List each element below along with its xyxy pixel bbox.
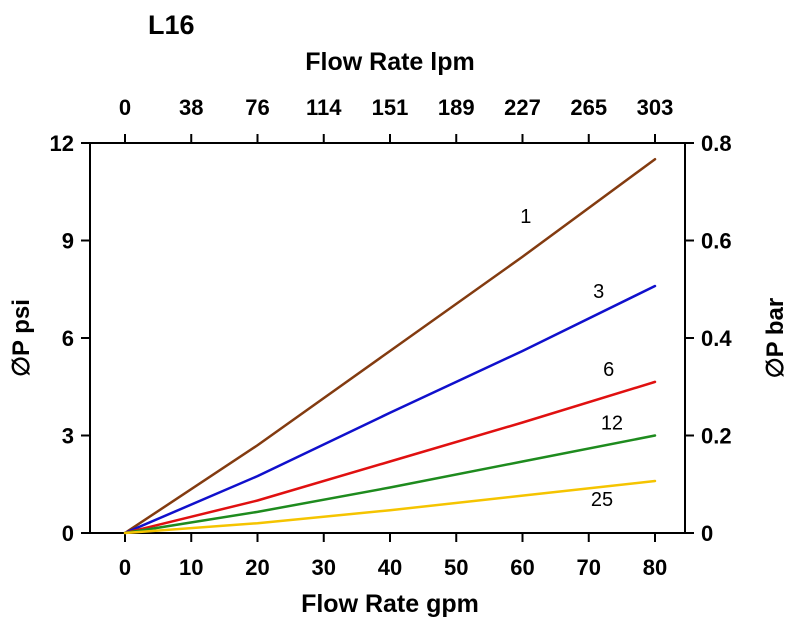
y-left-tick-label: 3	[62, 424, 74, 449]
x-bottom-tick-label: 40	[378, 555, 402, 580]
y-right-tick-label: 0.8	[701, 131, 732, 156]
x-bottom-tick-label: 70	[577, 555, 601, 580]
y-left-tick-label: 0	[62, 521, 74, 546]
y-right-tick-label: 0.4	[701, 326, 732, 351]
y-right-tick-label: 0.6	[701, 229, 732, 254]
y-left-tick-label: 6	[62, 326, 74, 351]
x-top-tick-label: 189	[438, 95, 475, 120]
x-top-tick-label: 114	[306, 95, 342, 120]
series-line-12	[123, 434, 657, 535]
x-bottom-tick-label: 20	[245, 555, 269, 580]
x-top-tick-label: 38	[179, 95, 203, 120]
y-right-tick-label: 0	[701, 521, 713, 546]
chart-title: L16	[148, 10, 195, 40]
x-top-tick-label: 76	[245, 95, 269, 120]
x-bottom-tick-label: 80	[643, 555, 667, 580]
series-label-6: 6	[603, 359, 614, 381]
series-label-1: 1	[520, 206, 531, 228]
x-top-tick-label: 227	[504, 95, 541, 120]
y-left-tick-label: 12	[50, 131, 74, 156]
y-right-tick-label: 0.2	[701, 424, 732, 449]
y-left-tick-label: 9	[62, 229, 74, 254]
bottom-axis-label: Flow Rate gpm	[301, 590, 479, 618]
x-bottom-tick-label: 30	[312, 555, 336, 580]
series-line-25	[123, 479, 657, 535]
x-top-tick-label: 151	[372, 95, 409, 120]
x-bottom-tick-label: 50	[444, 555, 468, 580]
x-bottom-tick-label: 0	[119, 555, 131, 580]
series-label-25: 25	[591, 489, 613, 511]
series-line-6	[123, 380, 657, 535]
x-bottom-tick-label: 10	[179, 555, 203, 580]
x-bottom-tick-label: 60	[510, 555, 534, 580]
top-axis-label: Flow Rate lpm	[305, 48, 475, 76]
series-line-1	[123, 158, 657, 535]
x-top-tick-label: 303	[637, 95, 674, 120]
x-top-tick-label: 265	[570, 95, 607, 120]
series-label-3: 3	[593, 281, 604, 303]
x-top-tick-label: 0	[119, 95, 131, 120]
series-line-3	[123, 284, 657, 535]
series-label-12: 12	[601, 413, 623, 435]
